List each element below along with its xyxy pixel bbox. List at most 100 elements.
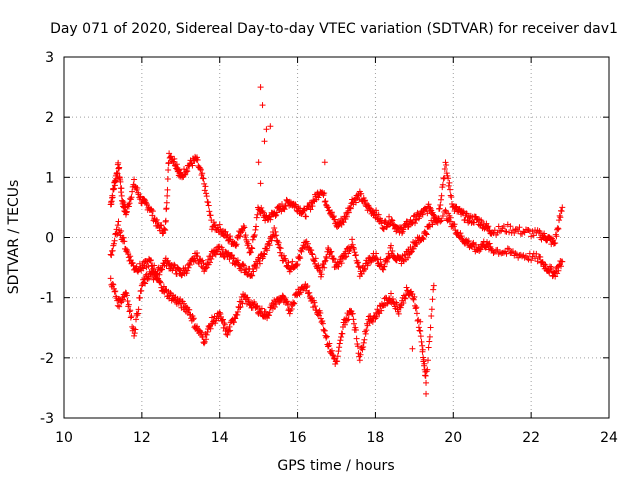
data-marker — [199, 170, 206, 177]
data-marker — [165, 167, 172, 174]
data-marker — [253, 303, 260, 310]
data-marker — [360, 339, 367, 346]
data-marker — [465, 237, 472, 244]
data-marker — [138, 287, 145, 294]
data-marker — [525, 226, 532, 233]
data-marker — [352, 327, 359, 334]
data-marker — [445, 182, 452, 189]
data-marker — [186, 260, 193, 267]
data-marker — [522, 226, 529, 233]
data-marker — [430, 282, 437, 289]
data-marker — [109, 194, 116, 201]
data-marker — [171, 155, 178, 162]
data-marker — [108, 252, 115, 259]
data-marker — [116, 164, 123, 171]
data-marker — [226, 256, 233, 263]
data-marker — [490, 249, 497, 256]
data-marker — [530, 232, 537, 239]
data-marker — [118, 228, 125, 235]
data-marker — [373, 255, 380, 262]
data-marker — [451, 221, 458, 228]
data-marker — [336, 260, 343, 267]
data-marker — [160, 225, 167, 232]
data-marker — [554, 226, 561, 233]
data-marker — [357, 351, 364, 358]
data-marker — [446, 179, 453, 186]
data-marker — [413, 304, 420, 311]
data-marker — [113, 226, 120, 233]
data-marker — [186, 261, 193, 268]
data-marker — [303, 284, 310, 291]
data-marker — [516, 224, 523, 231]
data-marker — [428, 306, 435, 313]
data-marker — [511, 229, 518, 236]
data-marker — [131, 330, 138, 337]
data-marker — [377, 256, 384, 263]
data-marker — [335, 263, 342, 270]
data-marker — [555, 267, 562, 274]
data-marker — [194, 323, 201, 330]
x-axis-label: GPS time / hours — [277, 458, 394, 474]
data-marker — [419, 235, 426, 242]
data-marker — [133, 263, 140, 270]
data-marker — [541, 230, 548, 237]
data-marker — [359, 346, 366, 353]
data-marker — [212, 320, 219, 327]
data-marker — [201, 187, 208, 194]
data-marker — [513, 251, 520, 258]
data-marker — [349, 236, 356, 243]
data-marker — [181, 171, 188, 178]
data-marker — [160, 283, 167, 290]
data-marker — [442, 207, 449, 214]
data-marker — [249, 245, 256, 252]
data-marker — [277, 249, 284, 256]
data-marker — [240, 261, 247, 268]
data-marker — [440, 175, 447, 182]
data-marker — [254, 302, 261, 309]
data-marker — [225, 328, 232, 335]
data-marker — [361, 336, 368, 343]
data-marker — [203, 193, 210, 200]
outlier-marker — [255, 159, 262, 166]
data-marker — [400, 299, 407, 306]
data-marker — [271, 225, 278, 232]
x-tick-label: 12 — [133, 430, 151, 446]
outlier-marker — [257, 84, 264, 91]
data-marker — [155, 219, 162, 226]
data-marker — [184, 267, 191, 274]
data-marker — [351, 320, 358, 327]
data-marker — [317, 310, 324, 317]
data-marker — [434, 219, 441, 226]
data-marker — [216, 309, 223, 316]
data-marker — [158, 266, 165, 273]
data-marker — [118, 185, 125, 192]
data-marker — [384, 300, 391, 307]
data-marker — [321, 264, 328, 271]
data-marker — [550, 240, 557, 247]
data-marker — [144, 201, 151, 208]
data-marker — [426, 204, 433, 211]
data-marker — [311, 299, 318, 306]
data-marker — [238, 267, 245, 274]
data-marker — [271, 233, 278, 240]
data-marker — [194, 157, 201, 164]
data-marker — [341, 254, 348, 261]
data-marker — [474, 215, 481, 222]
data-marker — [290, 300, 297, 307]
data-marker — [311, 258, 318, 265]
data-marker — [365, 313, 372, 320]
data-marker — [347, 205, 354, 212]
data-marker — [556, 212, 563, 219]
data-marker — [253, 214, 260, 221]
data-marker — [291, 300, 298, 307]
data-marker — [260, 250, 267, 257]
data-marker — [515, 228, 522, 235]
data-marker — [253, 304, 260, 311]
data-marker — [141, 196, 148, 203]
data-marker — [129, 188, 136, 195]
data-marker — [419, 342, 426, 349]
data-marker — [413, 241, 420, 248]
data-marker — [208, 256, 215, 263]
data-marker — [143, 200, 150, 207]
data-marker — [507, 223, 514, 230]
